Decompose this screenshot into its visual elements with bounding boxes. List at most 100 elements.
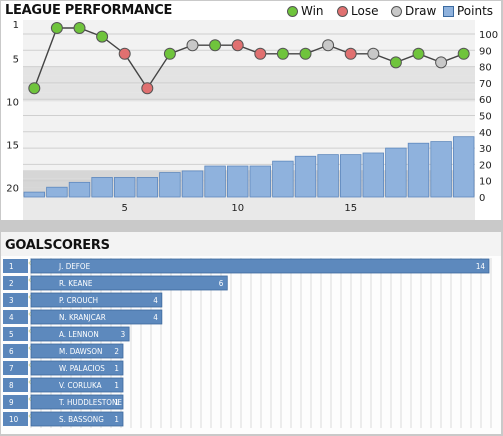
goalscorers-panel: GOALSCORERS 1 J. DEFOE 14 2 R. KEANE 6 3 P. CRO… (1, 232, 501, 434)
player-name: J. DEFOE (58, 262, 91, 271)
points-bar (249, 165, 272, 198)
rank-box (3, 259, 28, 273)
points-bar (362, 152, 385, 198)
points-bar (181, 170, 204, 198)
rank-label: 8 (9, 381, 14, 390)
goals-value: 2 (114, 347, 119, 356)
position-point (163, 47, 176, 60)
position-point (435, 56, 448, 69)
position-point (209, 39, 222, 52)
zone-band (23, 170, 475, 179)
left-tick-label: 20 (6, 183, 19, 194)
goals-value: 1 (114, 381, 119, 390)
points-bar (385, 147, 407, 198)
points-bar (317, 154, 339, 198)
x-axis-band (23, 197, 475, 220)
goals-value: 1 (114, 398, 119, 407)
rank-box (3, 412, 28, 426)
rank-box (3, 293, 28, 307)
points-bar (226, 165, 249, 198)
goals-value: 14 (476, 262, 486, 271)
points-bar (91, 177, 113, 198)
position-point (254, 47, 267, 60)
position-point (118, 47, 131, 60)
legend-label-draw: Draw (405, 4, 437, 18)
position-point (276, 47, 289, 60)
rank-box (3, 327, 28, 341)
player-name: S. BASSONG (59, 415, 104, 424)
points-bar (272, 160, 294, 198)
rank-label: 6 (9, 347, 14, 356)
points-bar (68, 181, 91, 198)
right-tick-label: 60 (479, 95, 492, 106)
left-tick-label: 15 (6, 140, 19, 151)
rank-label: 5 (9, 330, 14, 339)
goals-value: 4 (153, 313, 158, 322)
goals-bar (30, 343, 124, 359)
rank-box (3, 276, 28, 290)
zone-band (23, 92, 475, 102)
legend-label-points: Points (457, 4, 494, 18)
legend-swatch-win (287, 5, 298, 17)
zone-band (23, 84, 475, 93)
rank-box (3, 395, 28, 409)
legend-swatch-lose (337, 5, 348, 17)
goals-bar (30, 326, 130, 342)
goals-value: 6 (219, 279, 224, 288)
position-point (457, 47, 470, 60)
legend-label-lose: Lose (351, 4, 379, 18)
left-tick-label: 1 (13, 20, 19, 31)
goalscorers-chart: 1 J. DEFOE 142 R. KEANE 63 P. CROUCH 44 N. KRAN… (1, 232, 501, 428)
position-point (389, 56, 402, 69)
x-tick-label: 15 (344, 203, 357, 214)
player-name: N. KRANJCAR (59, 313, 106, 322)
right-tick-label: 0 (479, 193, 485, 204)
left-tick-label: 10 (6, 97, 19, 108)
right-tick-label: 90 (479, 46, 492, 57)
zone-band (23, 67, 475, 76)
legend-item-draw: Draw (391, 4, 436, 18)
goalscorers-header (1, 232, 501, 256)
player-name: P. CROUCH (59, 296, 98, 305)
goals-bar (30, 309, 163, 325)
player-name: T. HUDDLESTONE (58, 398, 122, 407)
right-tick-label: 40 (479, 128, 492, 139)
right-tick-label: 100 (479, 30, 498, 41)
rank-label: 4 (9, 313, 14, 322)
position-point (50, 22, 63, 34)
player-name: A. LENNON (59, 330, 99, 339)
right-tick-label: 50 (479, 112, 492, 123)
rank-box (3, 344, 28, 358)
rank-box (3, 378, 28, 392)
rank-label: 2 (9, 279, 14, 288)
points-bar (114, 177, 136, 198)
goals-value: 4 (153, 296, 158, 305)
position-point (231, 39, 244, 52)
goals-bar (30, 275, 228, 291)
rank-label: 7 (9, 364, 14, 373)
legend-swatch-points (443, 5, 454, 17)
rank-label: 9 (9, 398, 14, 407)
zone-band (23, 178, 475, 188)
legend-item-lose: Lose (337, 4, 378, 18)
points-bar (430, 141, 452, 198)
position-point (367, 47, 380, 60)
right-tick-label: 30 (479, 144, 492, 155)
rank-label: 1 (9, 262, 14, 271)
right-tick-label: 20 (479, 160, 492, 171)
position-point (299, 47, 312, 60)
goals-bar (30, 394, 124, 410)
left-tick-label: 5 (13, 54, 19, 65)
points-bar (136, 177, 159, 198)
goals-bar (30, 377, 124, 393)
right-tick-label: 80 (479, 63, 492, 74)
position-point (28, 82, 41, 95)
x-tick-label: 10 (231, 203, 244, 214)
legend-item-win: Win (287, 4, 324, 18)
points-bar (23, 191, 46, 198)
position-point (73, 22, 86, 34)
legend-label-win: Win (301, 4, 324, 18)
goals-value: 3 (121, 330, 126, 339)
points-bar (46, 186, 68, 198)
player-name: M. DAWSON (59, 347, 102, 356)
